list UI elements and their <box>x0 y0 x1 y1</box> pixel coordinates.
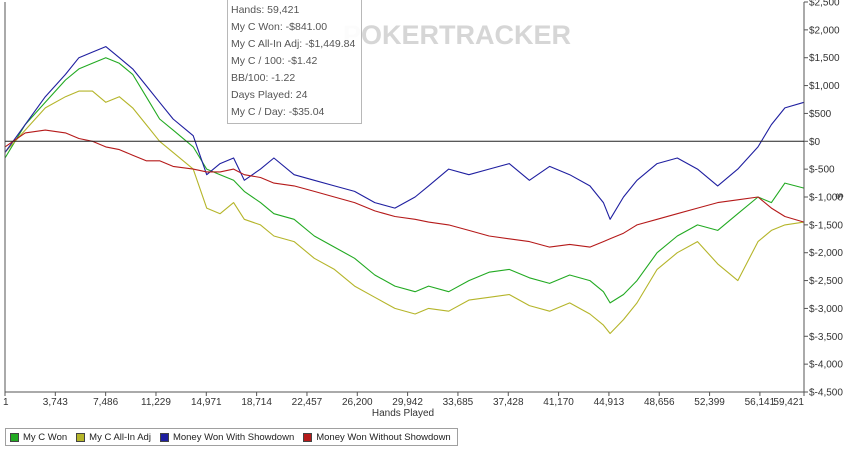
series-line-money-won-with-showdown <box>4 46 805 220</box>
series-layer <box>4 46 805 335</box>
x-tick-label: 14,971 <box>191 397 222 408</box>
y-tick-label: $-2,500 <box>809 276 843 287</box>
x-tick-label: 52,399 <box>694 397 725 408</box>
y-tick-label: $-3,500 <box>809 332 843 343</box>
y-tick-label: $0 <box>809 137 821 148</box>
x-tick-label: 18,714 <box>241 397 272 408</box>
legend-item-without-showdown[interactable]: Money Won Without Showdown <box>303 431 451 443</box>
legend-swatch <box>10 432 19 442</box>
legend-item-my-c-won[interactable]: My C Won <box>10 432 67 443</box>
y-tick-label: $2,500 <box>809 0 840 9</box>
legend-item-with-showdown[interactable]: Money Won With Showdown <box>159 431 295 443</box>
x-tick-label: 48,656 <box>644 397 675 408</box>
y-tick-label: $500 <box>809 109 832 120</box>
x-tick-label: 33,685 <box>443 397 474 408</box>
pokertracker-watermark: POKERTRACKER <box>343 20 572 50</box>
legend: My C Won My C All-In Adj Money Won With … <box>5 428 458 446</box>
series-line-my-c-won <box>4 57 805 304</box>
y-tick-label: $-2,000 <box>809 248 843 259</box>
y-tick-label: $2,000 <box>809 25 840 36</box>
tooltip-days-played: Days Played: 24 <box>231 89 308 101</box>
x-tick-labels: 1 3,743 7,486 11,229 14,971 18,714 22,457 26,20… <box>3 397 804 408</box>
legend-item-all-in-adj[interactable]: My C All-In Adj <box>76 432 151 443</box>
tooltip-hands: Hands: 59,421 <box>231 4 300 16</box>
x-tick-label: 29,942 <box>392 397 423 408</box>
legend-label: Money Won With Showdown <box>172 431 295 443</box>
x-tick-label: 3,743 <box>43 397 68 408</box>
y-tick-label: $-3,000 <box>809 304 843 315</box>
y-tick-label: $-4,000 <box>809 360 843 371</box>
x-tick-label: 1 <box>3 397 9 408</box>
x-tick-label: 44,913 <box>594 397 625 408</box>
legend-label: My C All-In Adj <box>89 431 151 443</box>
x-tick-label: 22,457 <box>292 397 323 408</box>
tooltip-won: My C Won: -$841.00 <box>231 21 328 33</box>
hover-tooltip: Hands: 59,421 My C Won: -$841.00 My C Al… <box>227 0 362 124</box>
y-tick-label: $1,500 <box>809 53 840 64</box>
legend-swatch <box>159 432 169 442</box>
tooltip-bb-100: BB/100: -1.22 <box>231 72 296 84</box>
legend-label: My C Won <box>23 431 68 443</box>
legend-swatch <box>76 432 86 442</box>
x-tick-label: 56,141 <box>745 397 776 408</box>
x-tick-label: 26,200 <box>342 397 373 408</box>
y-tick-labels: $2,500 $2,000 $1,500 $1,000 $500 $0 $-500 $-1,0… <box>809 0 843 399</box>
x-tick-label: 37,428 <box>493 397 524 408</box>
x-tick-label: 7,486 <box>93 397 118 408</box>
y-tick-label: $-1,000 <box>809 193 843 204</box>
x-tick-label: 41,170 <box>543 397 574 408</box>
series-line-money-won-without-showdown <box>4 129 805 248</box>
legend-swatch <box>303 432 313 442</box>
x-axis-title: Hands Played <box>372 408 434 419</box>
x-tick-label: 11,229 <box>141 397 171 408</box>
x-tick-label: 59,421 <box>773 397 804 408</box>
y-axis-title: $ <box>833 193 844 199</box>
series-line-my-c-all-in-adj <box>4 90 805 335</box>
tooltip-per-day: My C / Day: -$35.04 <box>231 106 325 118</box>
y-tick-label: $-1,500 <box>809 220 843 231</box>
axis-layer <box>4 1 808 396</box>
y-tick-label: $1,000 <box>809 81 840 92</box>
tooltip-per-100: My C / 100: -$1.42 <box>231 55 318 67</box>
y-tick-label: $-4,500 <box>809 388 843 399</box>
tooltip-all-in-adj: My C All-In Adj: -$1,449.84 <box>231 38 356 50</box>
legend-label: Money Won Without Showdown <box>316 431 451 443</box>
y-tick-label: $-500 <box>809 165 835 176</box>
